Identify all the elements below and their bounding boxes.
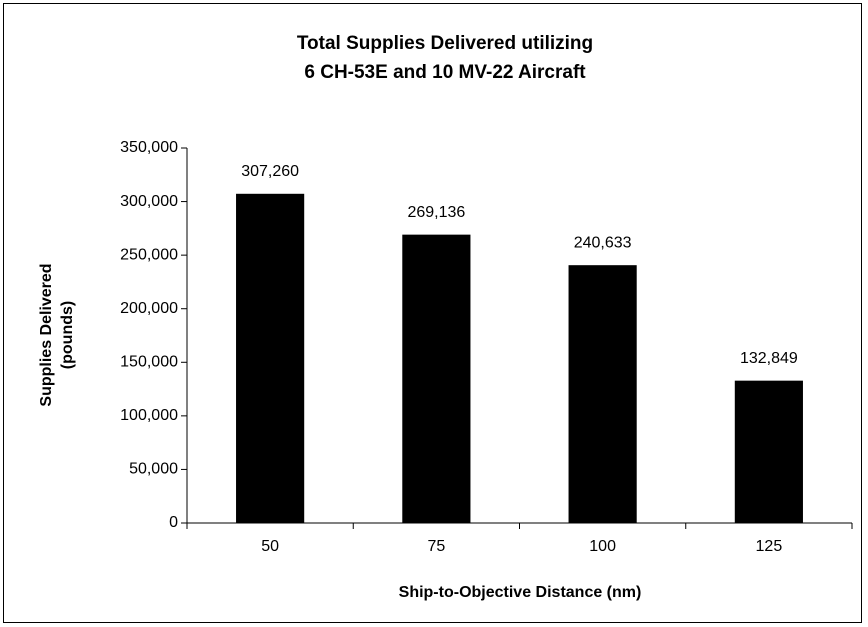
y-tick-label: 150,000 (120, 354, 178, 371)
y-axis-title: (pounds) (59, 301, 76, 369)
chart-title: 6 CH-53E and 10 MV-22 Aircraft (304, 62, 586, 83)
x-axis-title: Ship-to-Objective Distance (nm) (399, 584, 642, 601)
x-tick-label: 100 (589, 538, 616, 555)
x-tick-label: 125 (756, 538, 783, 555)
y-tick-label: 250,000 (120, 246, 178, 263)
x-tick-label: 75 (427, 538, 445, 555)
y-tick-label: 0 (169, 514, 178, 531)
data-label: 240,633 (574, 234, 632, 251)
y-tick-label: 50,000 (129, 461, 178, 478)
bar (734, 380, 803, 523)
data-label: 307,260 (241, 163, 299, 180)
y-tick-label: 350,000 (120, 139, 178, 156)
y-axis-title: Supplies Delivered (38, 263, 55, 406)
bar (402, 234, 471, 523)
y-tick-label: 200,000 (120, 300, 178, 317)
y-tick-label: 300,000 (120, 193, 178, 210)
chart-title: Total Supplies Delivered utilizing (297, 33, 593, 54)
bar (236, 193, 305, 524)
y-tick-label: 100,000 (120, 407, 178, 424)
x-tick-label: 50 (261, 538, 279, 555)
data-label: 132,849 (740, 350, 798, 367)
bar (568, 265, 637, 523)
data-label: 269,136 (407, 204, 465, 221)
